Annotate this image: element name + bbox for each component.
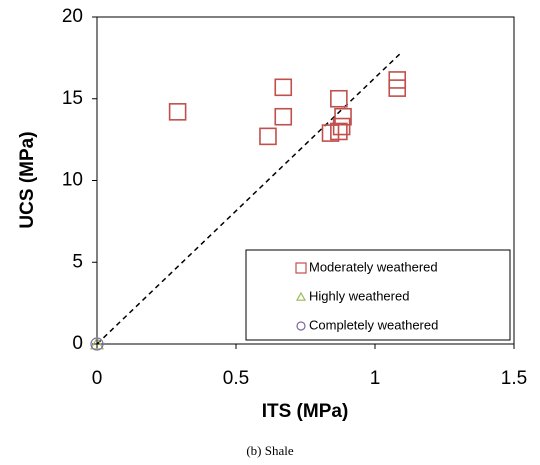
y-tick-label: 5 xyxy=(72,251,83,272)
marker-triangle xyxy=(89,336,105,350)
y-axis-title: UCS (MPa) xyxy=(17,131,38,228)
legend-label: Highly weathered xyxy=(309,288,409,303)
caption: (b) Shale xyxy=(246,443,294,458)
y-tick-label: 20 xyxy=(62,6,83,27)
marker-square xyxy=(259,127,277,146)
x-tick-label: 0.5 xyxy=(223,368,249,389)
legend-label: Completely weathered xyxy=(309,317,438,332)
marker-circle xyxy=(90,337,104,351)
marker-square xyxy=(330,122,348,141)
marker-square xyxy=(274,78,293,97)
marker-square xyxy=(334,107,352,126)
y-tick-label: 15 xyxy=(62,88,83,109)
y-tick-label: 10 xyxy=(62,170,83,191)
marker-square xyxy=(295,262,307,274)
y-tick-label: 0 xyxy=(72,333,83,354)
x-tick-label: 1.5 xyxy=(501,368,527,389)
x-tick-label: 0 xyxy=(92,368,103,389)
legend-box xyxy=(245,249,511,341)
marker-square xyxy=(274,107,293,126)
marker-square xyxy=(332,117,351,136)
marker-triangle xyxy=(295,291,307,301)
marker-square xyxy=(330,89,348,108)
marker-square xyxy=(168,103,187,121)
x-axis-title: ITS (MPa) xyxy=(262,401,349,422)
marker-square xyxy=(388,79,407,97)
marker-circle xyxy=(296,321,306,331)
reference-line xyxy=(96,53,401,345)
legend-label: Moderately weathered xyxy=(309,259,438,274)
x-tick-label: 1 xyxy=(370,368,381,389)
